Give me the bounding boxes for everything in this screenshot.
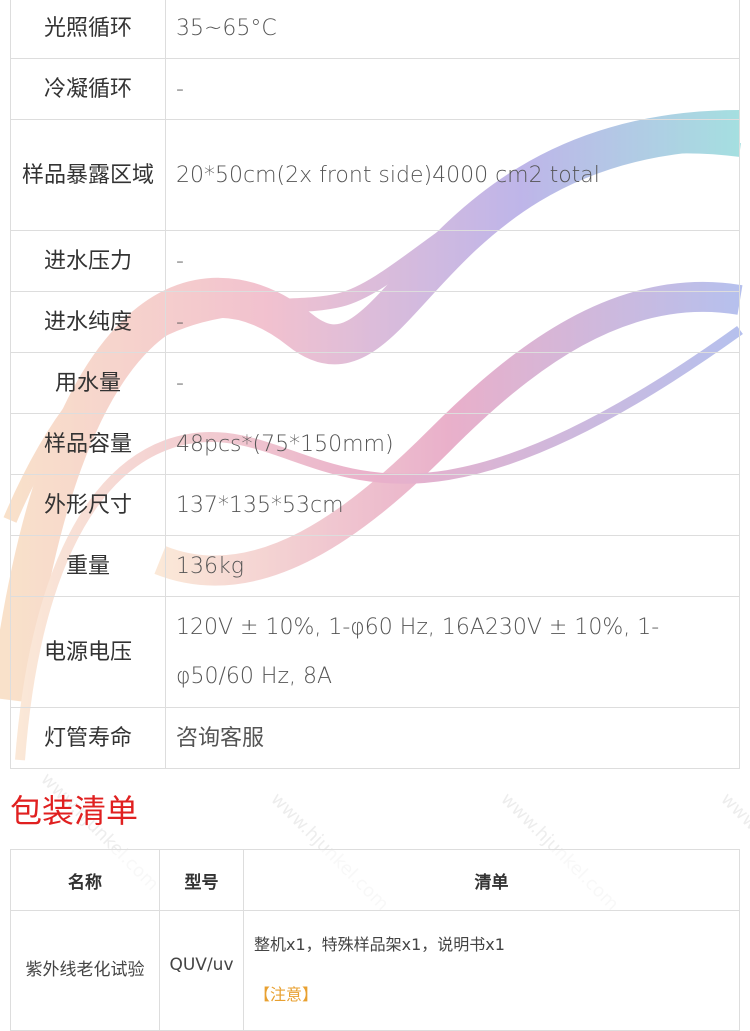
spec-label: 外形尺寸 [10,474,166,536]
header-list: 清单 [243,849,740,911]
spec-row: 进水纯度 - [10,291,740,353]
spec-value: 20*50cm(2x front side)4000 cm2 total [165,119,740,231]
spec-row: 样品暴露区域 20*50cm(2x front side)4000 cm2 tot… [10,119,740,231]
spec-value: - [165,58,740,120]
spec-label: 进水压力 [10,230,166,292]
packing-row: 紫外线老化试验 QUV/uv 整机x1，特殊样品架x1，说明书x1 【注意】 [10,910,740,1031]
spec-row: 外形尺寸 137*135*53cm [10,474,740,536]
spec-label: 样品暴露区域 [10,119,166,231]
spec-label: 样品容量 [10,413,166,475]
spec-value: - [165,352,740,414]
spec-value: 120V ± 10%, 1-φ60 Hz, 16A230V ± 10%, 1-φ… [165,596,740,708]
item-name: 紫外线老化试验 [10,910,160,1031]
header-name: 名称 [10,849,160,911]
spec-label: 进水纯度 [10,291,166,353]
spec-value: - [165,230,740,292]
spec-value: 136kg [165,535,740,597]
spec-row: 灯管寿命 咨询客服 [10,707,740,769]
spec-table: 光照循环 35~65°C 冷凝循环 - 样品暴露区域 20*50cm(2x front… [10,0,740,769]
spec-label: 冷凝循环 [10,58,166,120]
spec-row: 电源电压 120V ± 10%, 1-φ60 Hz, 16A230V ± 10%,… [10,596,740,708]
spec-label: 电源电压 [10,596,166,708]
item-model: QUV/uv [159,910,244,1031]
spec-label: 光照循环 [10,0,166,59]
spec-value: 咨询客服 [165,707,740,769]
spec-row: 重量 136kg [10,535,740,597]
spec-value: 35~65°C [165,0,740,59]
packing-header-row: 名称 型号 清单 [10,849,740,911]
spec-label: 重量 [10,535,166,597]
item-note: 【注意】 [254,985,319,1004]
packing-list-title: 包装清单 [10,792,139,830]
header-model: 型号 [159,849,244,911]
spec-row: 光照循环 35~65°C [10,0,740,59]
spec-row: 冷凝循环 - [10,58,740,120]
spec-label: 用水量 [10,352,166,414]
spec-value: 48pcs*(75*150mm) [165,413,740,475]
spec-row: 进水压力 - [10,230,740,292]
spec-label: 灯管寿命 [10,707,166,769]
spec-row: 用水量 - [10,352,740,414]
item-list: 整机x1，特殊样品架x1，说明书x1 [254,935,505,954]
spec-value: 137*135*53cm [165,474,740,536]
spec-value: - [165,291,740,353]
packing-table: 名称 型号 清单 紫外线老化试验 QUV/uv 整机x1，特殊样品架x1，说明书… [10,849,740,1031]
spec-row: 样品容量 48pcs*(75*150mm) [10,413,740,475]
